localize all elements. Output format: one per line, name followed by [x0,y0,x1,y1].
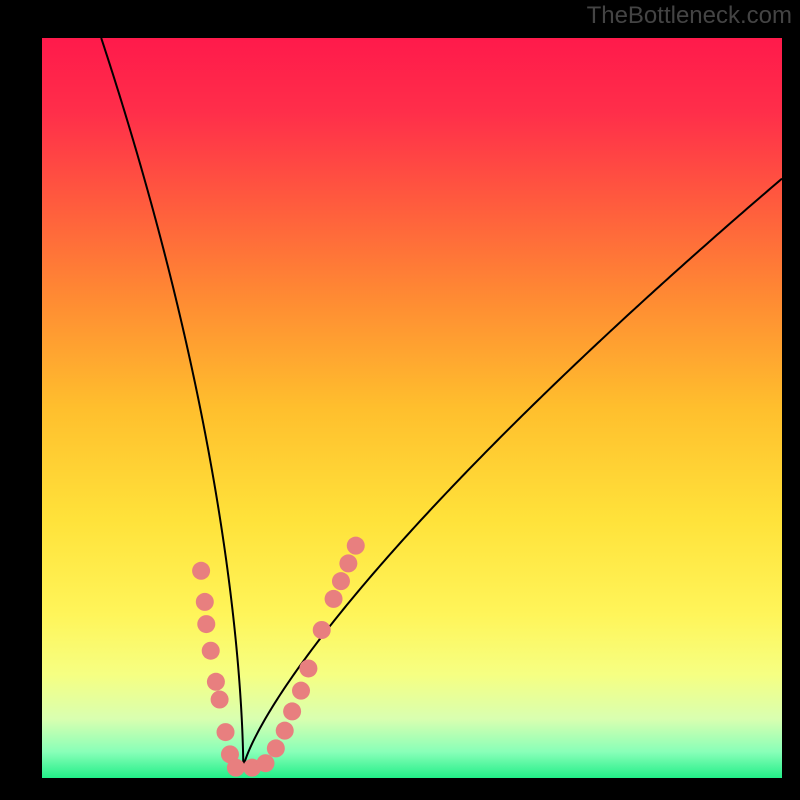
data-dot [202,642,220,660]
data-dot [283,702,301,720]
data-dot [332,572,350,590]
data-dot [196,593,214,611]
data-dot [207,673,225,691]
data-dot [197,615,215,633]
chart-svg [0,0,800,800]
data-dot [211,691,229,709]
data-dot [192,562,210,580]
data-dot [339,554,357,572]
data-dot [313,621,331,639]
watermark-text: TheBottleneck.com [587,2,792,30]
data-dot [256,754,274,772]
data-dot [267,739,285,757]
data-dot [292,682,310,700]
data-dot [276,722,294,740]
data-dot [325,590,343,608]
plot-area [42,38,782,778]
data-dot [217,723,235,741]
data-dot [347,537,365,555]
stage: TheBottleneck.com [0,0,800,800]
data-dot [299,659,317,677]
data-dot [227,759,245,777]
